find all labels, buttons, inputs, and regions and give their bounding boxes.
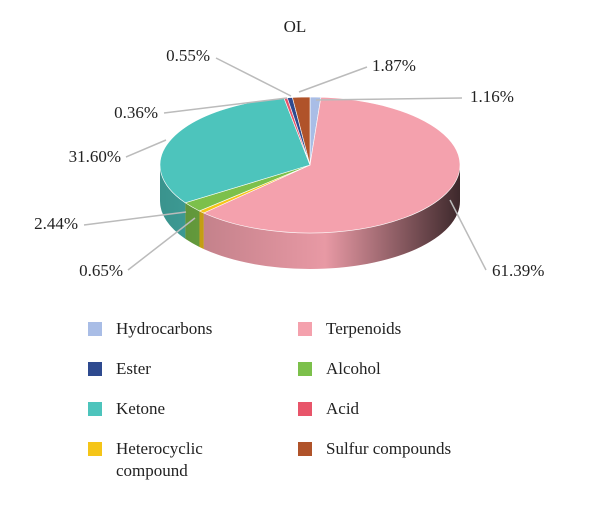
data-label: 61.39% bbox=[492, 261, 544, 280]
legend-label: Ketone bbox=[116, 399, 166, 418]
legend-label: Acid bbox=[326, 399, 360, 418]
legend-swatch bbox=[298, 442, 312, 456]
data-label: 0.36% bbox=[114, 103, 158, 122]
legend-swatch bbox=[88, 442, 102, 456]
slice-top bbox=[202, 96, 461, 234]
data-label: 31.60% bbox=[69, 147, 121, 166]
data-label: 1.87% bbox=[372, 56, 416, 75]
data-label: 0.55% bbox=[166, 46, 210, 65]
slice-side bbox=[199, 210, 204, 249]
legend-label: Hydrocarbons bbox=[116, 319, 213, 338]
slice-top bbox=[292, 96, 311, 166]
legend-item: Heterocyclic compound bbox=[88, 438, 226, 482]
legend-swatch bbox=[88, 322, 102, 336]
legend-item: Alcohol bbox=[298, 358, 526, 380]
legend-swatch bbox=[298, 362, 312, 376]
chart-title: OL bbox=[284, 17, 307, 36]
legend-item: Terpenoids bbox=[298, 318, 526, 340]
leader-line bbox=[215, 57, 292, 97]
data-label: 0.65% bbox=[79, 261, 123, 280]
leader-line bbox=[127, 217, 196, 271]
leader-line bbox=[163, 97, 288, 114]
leader-line bbox=[315, 97, 463, 101]
leader-line bbox=[449, 199, 487, 271]
legend-label: Terpenoids bbox=[326, 319, 402, 338]
leader-line bbox=[298, 66, 368, 93]
slice bbox=[199, 210, 204, 249]
leader-line bbox=[83, 211, 187, 226]
legend-item: Sulfur compounds bbox=[298, 438, 526, 460]
leader-line bbox=[125, 139, 167, 158]
legend-item: Hydrocarbons bbox=[88, 318, 226, 340]
legend-swatch bbox=[88, 362, 102, 376]
legend-swatch bbox=[298, 322, 312, 336]
data-label: 2.44% bbox=[34, 214, 78, 233]
legend-label: Ester bbox=[116, 359, 151, 378]
legend-swatch bbox=[88, 402, 102, 416]
legend-swatch bbox=[298, 402, 312, 416]
legend-item: Ester bbox=[88, 358, 226, 380]
data-label: 1.16% bbox=[470, 87, 514, 106]
legend-label: Sulfur compounds bbox=[326, 439, 452, 458]
legend-item: Acid bbox=[298, 398, 526, 420]
legend-item: Ketone bbox=[88, 398, 226, 420]
legend-label: Alcohol bbox=[326, 359, 381, 378]
legend-label: Heterocyclic compound bbox=[116, 439, 203, 480]
